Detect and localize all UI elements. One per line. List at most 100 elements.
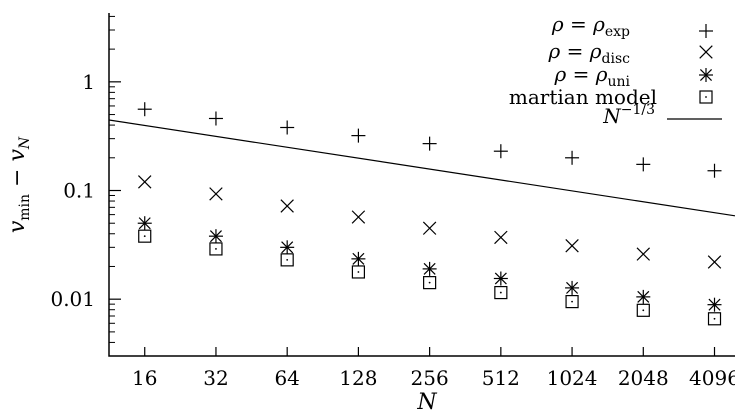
x-tick-label: 4096 <box>689 366 735 390</box>
data-point-box <box>636 303 650 317</box>
legend-label-exp: ρ = ρexp <box>551 12 630 40</box>
marker-dot <box>499 291 502 294</box>
data-point-box <box>138 229 152 243</box>
legend-marker-plus <box>699 24 713 38</box>
x-tick-label: 32 <box>203 366 228 390</box>
marker-dot <box>571 300 573 303</box>
y-axis-title: vmin − vN <box>5 136 33 233</box>
x-tick-label: 512 <box>482 366 520 390</box>
marker-dot <box>286 258 289 261</box>
marker-stroke <box>280 199 294 213</box>
data-point-plus <box>565 150 580 165</box>
data-point-cross <box>351 210 366 224</box>
data-point-star <box>351 251 366 266</box>
marker-stroke <box>138 217 151 230</box>
x-tick-label: 16 <box>132 366 157 390</box>
data-point-box <box>707 312 722 326</box>
axis-ticks <box>109 15 716 357</box>
marker-stroke <box>351 210 366 224</box>
data-point-cross <box>565 239 579 253</box>
marker-stroke <box>707 255 722 269</box>
data-point-plus <box>137 102 152 117</box>
marker-stroke <box>494 230 508 245</box>
marker-stroke <box>209 187 223 201</box>
legend-label-martian: martian model <box>509 85 657 109</box>
marker-box <box>423 276 437 290</box>
data-point-star <box>565 280 580 295</box>
marker-box <box>565 294 579 309</box>
marker-dot <box>642 309 645 312</box>
marker-dot <box>428 281 431 284</box>
data-point-cross <box>138 175 152 189</box>
marker-dot <box>143 235 146 238</box>
data-point-plus <box>707 163 722 178</box>
marker-box <box>699 90 713 104</box>
data-point-cross <box>280 199 294 213</box>
legend-markers <box>699 24 713 104</box>
data-point-box <box>351 265 366 279</box>
data-point-cross <box>707 255 722 269</box>
marker-stroke <box>423 262 436 275</box>
x-tick-label: 256 <box>411 366 449 390</box>
y-tick-label: 1 <box>82 70 95 94</box>
y-tick-label: 0.01 <box>50 287 95 311</box>
marker-stroke <box>494 272 507 285</box>
reference-line-n-minus-one-third <box>108 119 735 217</box>
data-point-cross <box>636 247 651 261</box>
legend-marker-cross <box>699 45 713 59</box>
marker-stroke <box>422 221 437 235</box>
data-point-box <box>209 242 223 256</box>
marker-stroke <box>637 290 650 303</box>
marker-stroke <box>699 45 713 59</box>
data-point-star <box>636 289 651 304</box>
x-axis-title: N <box>416 390 437 415</box>
marker-box <box>138 229 152 243</box>
legend-marker-star <box>699 68 713 82</box>
marker-stroke <box>565 239 579 253</box>
data-point-plus <box>280 120 295 135</box>
x-tick-labels: 16 32 64 128 256 512 1024 2048 4096 <box>132 366 735 390</box>
reference-line <box>108 119 735 217</box>
marker-stroke <box>699 68 713 82</box>
data-point-plus <box>422 136 437 151</box>
data-point-star <box>422 261 437 276</box>
data-point-box <box>494 285 508 300</box>
data-point-plus <box>636 157 651 172</box>
marker-dot <box>705 96 707 98</box>
marker-dot <box>215 248 217 250</box>
data-point-star <box>137 216 152 231</box>
data-point-star <box>493 271 508 286</box>
x-tick-label: 64 <box>274 366 299 390</box>
y-tick-labels: 1 0.1 0.01 <box>50 70 95 311</box>
marker-stroke <box>138 175 152 189</box>
y-tick-label: 0.1 <box>63 179 95 203</box>
marker-box <box>351 265 366 279</box>
marker-box <box>636 303 650 317</box>
legend-label-uni: ρ = ρuni <box>553 62 630 90</box>
legend-marker-box <box>699 90 713 104</box>
data-point-box <box>423 276 437 290</box>
marker-stroke <box>281 241 294 254</box>
marker-stroke <box>352 252 365 265</box>
data-point-cross <box>422 221 437 235</box>
marker-box <box>494 285 508 300</box>
marker-box <box>707 312 722 326</box>
data-point-star <box>280 240 295 255</box>
marker-dot <box>357 271 360 273</box>
legend-label-reference: N−1/3 <box>602 102 655 128</box>
marker-stroke <box>209 230 222 243</box>
data-point-plus <box>208 111 223 126</box>
data-point-star <box>707 297 722 312</box>
marker-box <box>209 242 223 256</box>
data-point-star <box>208 229 223 244</box>
data-point-box <box>280 253 294 267</box>
legend-label-disc: ρ = ρdisc <box>548 39 631 67</box>
data-point-cross <box>494 230 508 245</box>
data-point-plus <box>493 144 508 159</box>
data-point-plus <box>351 128 366 143</box>
x-tick-label: 1024 <box>547 366 598 390</box>
data-markers <box>137 102 722 326</box>
x-tick-label: 2048 <box>618 366 669 390</box>
legend: ρ = ρexp ρ = ρdisc ρ = ρuni martian mode… <box>509 12 722 128</box>
